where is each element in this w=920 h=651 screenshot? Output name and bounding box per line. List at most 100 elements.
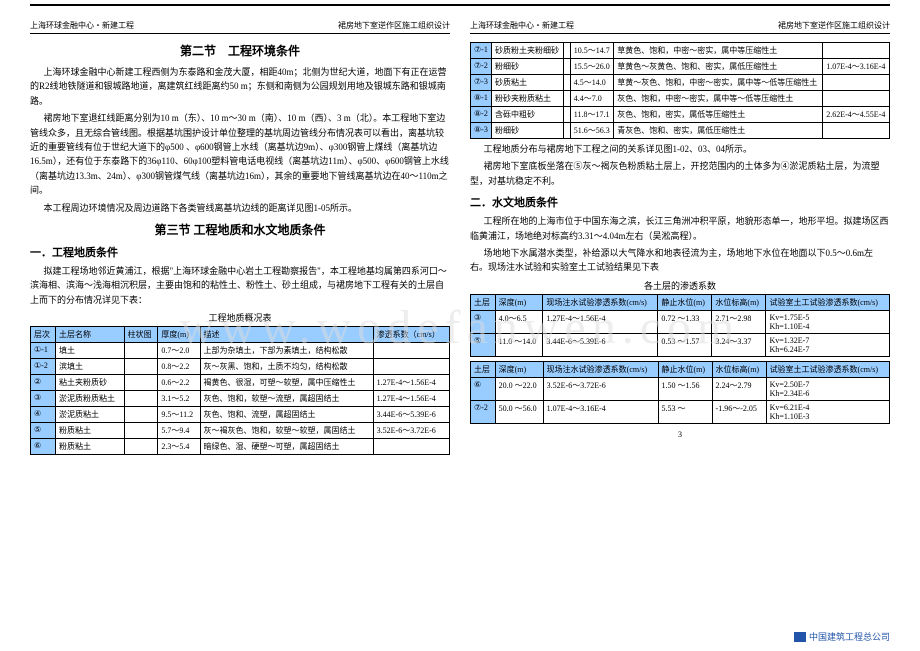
table-1-caption: 工程地质概况表 [30, 311, 450, 324]
header-right: 裙房地下室逆作区施工组织设计 [338, 20, 450, 31]
table-cell: ⑤ [471, 333, 496, 356]
table-row: ⑦-1砂质粉土夹粉细砂10.5～14.7草黄色、饱和，中密～密实，属中等压缩性土 [471, 43, 890, 59]
table-cell [124, 391, 158, 407]
table-cell: 1.27E-4～1.56E-4 [373, 391, 449, 407]
table-row: ⑧-2含砾中粗砂11.8～17.1灰色、饱和，密实，属低等压缩性土2.62E-4… [471, 107, 890, 123]
para: 裙房地下室底板坐落在⑤灰～褐灰色粉质粘土层上，开挖范围内的土体多为④淤泥质粘土层… [470, 159, 890, 188]
table-cell [563, 91, 570, 107]
table-cell: 3.52E-6～3.72E-6 [543, 377, 658, 400]
table-cell: 灰色、饱和、流塑，属超固结土 [200, 407, 373, 423]
table-row: ⑥20.0 ～22.03.52E-6～3.72E-61.50 ～1.562.24… [471, 377, 890, 400]
table-cell: 3.52E-6～3.72E-6 [373, 423, 449, 439]
subsection-2: 二．水文地质条件 [470, 194, 890, 210]
table-cell: 2.3～5.4 [158, 439, 200, 455]
table-cell: ⑦-2 [471, 400, 496, 423]
table-cell: ⑥ [31, 439, 56, 455]
table-header: 厚度(m) [158, 327, 200, 343]
table-row: ③淤泥质粉质粘土3.1～5.2灰色、饱和，软塑～流塑，属超固结土1.27E-4～… [31, 391, 450, 407]
page-header: 上海环球金融中心・新建工程 裙房地下室逆作区施工组织设计 [470, 20, 890, 34]
table-cell [124, 359, 158, 375]
table-cell: 1.27E-4～1.56E-4 [373, 375, 449, 391]
table-cell: 暗绿色、湿、硬塑～可塑，属超固结土 [200, 439, 373, 455]
subsection-1: 一．工程地质条件 [30, 244, 450, 260]
table-cell: 11.8～17.1 [570, 107, 613, 123]
table-cell: Kv=6.21E-4 Kh=1.10E-3 [766, 400, 889, 423]
table-cell: 粘土夹粉质砂 [56, 375, 125, 391]
table-cell: ⑤ [31, 423, 56, 439]
table-cell: 0.53 ～1.57 [658, 333, 712, 356]
table-header: 渗透系数（cm/s） [373, 327, 449, 343]
table-cell: ⑧-2 [471, 107, 492, 123]
table-cell: 淤泥质粘土 [56, 407, 125, 423]
table-cell [124, 375, 158, 391]
permeability-table-b: 土层深度(m)现场注水试验渗透系数(cm/s)静止水位(m)水位标高(m)试验室… [470, 361, 890, 424]
table-cell: 3.44E-6～5.39E-6 [543, 333, 658, 356]
company-name: 中国建筑工程总公司 [809, 630, 890, 643]
table-cell: 9.5～11.2 [158, 407, 200, 423]
table-cell [823, 75, 890, 91]
page-header: 上海环球金融中心・新建工程 裙房地下室逆作区施工组织设计 [30, 20, 450, 34]
table-cell: 褐黄色、很湿，可塑～软塑，属中压缩性土 [200, 375, 373, 391]
table-cell: 20.0 ～22.0 [495, 377, 543, 400]
table-cell: 淤泥质粉质粘土 [56, 391, 125, 407]
page-number: 3 [470, 430, 890, 439]
table-cell: 草黄色、饱和，中密～密实，属中等压缩性土 [614, 43, 823, 59]
para: 工程所在地的上海市位于中国东海之滨，长江三角洲冲积平原，地貌形态单一，地形平坦。… [470, 214, 890, 243]
table-cell: 1.50 ～1.56 [658, 377, 712, 400]
table-cell: Kv=1.75E-5 Kh=1.10E-4 [766, 310, 890, 333]
table-cell: Kv=1.32E-7 Kh=6.24E-7 [766, 333, 890, 356]
table-cell [373, 439, 449, 455]
table-cell: ⑦-3 [471, 75, 492, 91]
table-cell: 青灰色、饱和、密实，属低压缩性土 [614, 123, 823, 139]
table-cell: 50.0 ～56.0 [495, 400, 543, 423]
para: 拟建工程场地邻近黄浦江，根据"上海环球金融中心岩土工程勘察报告"，本工程地基均属… [30, 264, 450, 307]
permeability-table-a: 土层深度(m)现场注水试验渗透系数(cm/s)静止水位(m)水位标高(m)试验室… [470, 294, 890, 357]
table-cell: 灰色、饱和，中密～密实，属中等～低等压缩性土 [614, 91, 823, 107]
geology-table: 层次土层名称柱状图厚度(m)描述渗透系数（cm/s） ①-1填土0.7～2.0上… [30, 326, 450, 455]
table-cell: 草黄色～灰黄色、饱和、密实，属低压缩性土 [614, 59, 823, 75]
table-3-caption: 各土层的渗透系数 [470, 279, 890, 292]
logo-icon [794, 632, 806, 642]
table-cell: ①-1 [31, 343, 56, 359]
table-cell [373, 343, 449, 359]
table-row: ⑧-1粉砂夹粉质粘土4.4～7.0灰色、饱和，中密～密实，属中等～低等压缩性土 [471, 91, 890, 107]
geology-table-cont: ⑦-1砂质粉土夹粉细砂10.5～14.7草黄色、饱和，中密～密实，属中等压缩性土… [470, 42, 890, 139]
table-cell: ④ [31, 407, 56, 423]
table-row: ⑦-3砂质粘土4.5～14.0草黄～灰色、饱和，中密～密实，属中等～低等压缩性土 [471, 75, 890, 91]
table-row: ①-1填土0.7～2.0上部为杂填土，下部为素填土，结构松散 [31, 343, 450, 359]
right-column: 上海环球金融中心・新建工程 裙房地下室逆作区施工组织设计 ⑦-1砂质粉土夹粉细砂… [470, 20, 890, 455]
table-header: 现场注水试验渗透系数(cm/s) [543, 361, 658, 377]
section-3-title: 第三节 工程地质和水文地质条件 [30, 221, 450, 238]
table-cell [563, 43, 570, 59]
table-header: 水位标高(m) [712, 294, 766, 310]
table-header: 静止水位(m) [658, 361, 712, 377]
table-cell: 5.7～9.4 [158, 423, 200, 439]
table-cell: 0.6～2.2 [158, 375, 200, 391]
table-header: 描述 [200, 327, 373, 343]
table-cell: 灰色、饱和，密实，属低等压缩性土 [614, 107, 823, 123]
table-cell: 灰～灰黑、饱和，土质不均匀，结构松散 [200, 359, 373, 375]
table-cell: 灰～褐灰色、饱和，软塑～软塑，属固结土 [200, 423, 373, 439]
para: 工程地质分布与裙房地下工程之间的关系详见图1-02、03、04所示。 [470, 142, 890, 156]
table-cell: ⑦-2 [471, 59, 492, 75]
header-left: 上海环球金融中心・新建工程 [470, 20, 574, 31]
table-cell [563, 59, 570, 75]
table-cell: 11.0 ～14.0 [495, 333, 543, 356]
table-cell: 砂质粉土夹粉细砂 [492, 43, 564, 59]
table-header: 土层名称 [56, 327, 125, 343]
table-cell: ⑧-1 [471, 91, 492, 107]
table-header: 现场注水试验渗透系数(cm/s) [543, 294, 658, 310]
table-cell: ② [31, 375, 56, 391]
table-header: 静止水位(m) [658, 294, 712, 310]
table-cell: ①-2 [31, 359, 56, 375]
table-cell [563, 123, 570, 139]
table-header: 土层 [471, 361, 496, 377]
table-cell: 灰色、饱和，软塑～流塑，属超固结土 [200, 391, 373, 407]
table-cell: ⑦-1 [471, 43, 492, 59]
table-cell: 3.24～3.37 [712, 333, 766, 356]
table-cell: ⑥ [471, 377, 496, 400]
table-cell [124, 407, 158, 423]
table-cell [124, 343, 158, 359]
table-row: ⑦-250.0 ～56.01.07E-4～3.16E-45.53 ～-1.96～… [471, 400, 890, 423]
table-cell: 4.0～6.5 [495, 310, 543, 333]
